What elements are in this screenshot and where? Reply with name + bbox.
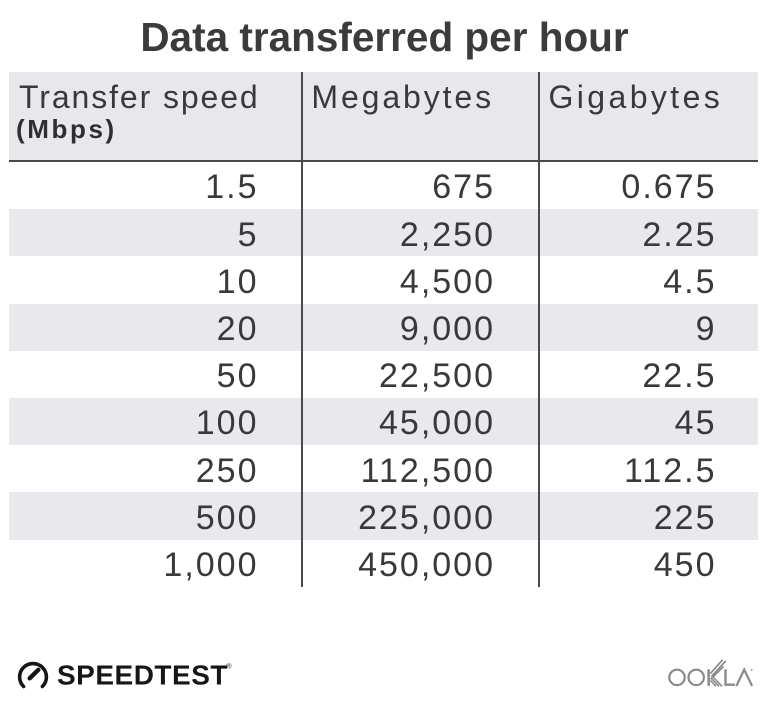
svg-text:SPEEDTEST: SPEEDTEST	[57, 660, 228, 691]
svg-text:®: ®	[226, 661, 232, 670]
